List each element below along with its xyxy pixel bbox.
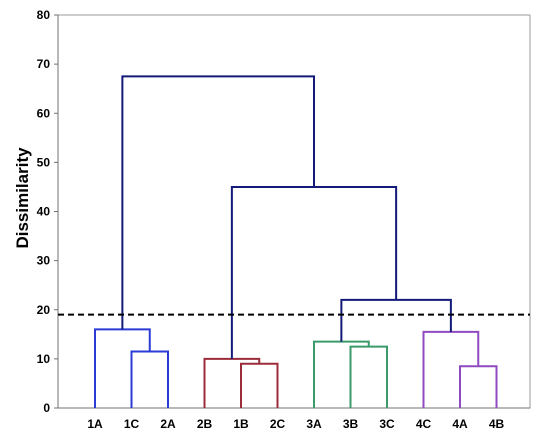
leaf-label: 1C: [124, 417, 140, 431]
dendrogram-link: [230, 185, 398, 359]
y-tick-label: 50: [37, 155, 51, 169]
dendrogram-link: [121, 75, 315, 330]
leaf-label: 2B: [197, 417, 213, 431]
y-tick-label: 40: [37, 205, 51, 219]
leaf-label: 1A: [87, 417, 103, 431]
dendrogram-link: [340, 298, 452, 342]
dendrogram-link: [240, 362, 279, 408]
dendrogram-link: [459, 365, 498, 408]
leaf-label: 2A: [160, 417, 176, 431]
leaf-label: 3C: [379, 417, 395, 431]
dendrogram-link: [422, 330, 480, 408]
leaf-label: 4C: [416, 417, 432, 431]
y-tick-label: 30: [37, 254, 51, 268]
y-tick-label: 20: [37, 303, 51, 317]
leaf-labels: 1A 1C 2A 2B 1B 2C 3A 3B 3C 4C 4A 4B: [87, 417, 504, 431]
dendrogram-links: [94, 75, 498, 408]
dendrogram-link: [130, 350, 169, 408]
y-tick-labels: 0 10 20 30 40 50 60 70 80: [37, 8, 51, 415]
leaf-label: 4B: [489, 417, 505, 431]
y-axis-title: Dissimilarity: [13, 147, 32, 249]
dendrogram-link: [349, 345, 388, 408]
dendrogram-link: [94, 328, 151, 408]
dendrogram-link: [313, 340, 370, 408]
leaf-label: 3A: [306, 417, 322, 431]
y-tick-label: 80: [37, 8, 51, 22]
axes: [54, 14, 531, 409]
leaf-label: 1B: [233, 417, 249, 431]
leaf-label: 3B: [343, 417, 359, 431]
plot-frame: [57, 14, 531, 409]
y-tick-label: 60: [37, 106, 51, 120]
y-tick-label: 10: [37, 352, 51, 366]
leaf-label: 4A: [452, 417, 468, 431]
y-tick-label: 70: [37, 57, 51, 71]
dendrogram-link: [203, 357, 261, 408]
leaf-label: 2C: [270, 417, 286, 431]
y-tick-label: 0: [43, 401, 50, 415]
